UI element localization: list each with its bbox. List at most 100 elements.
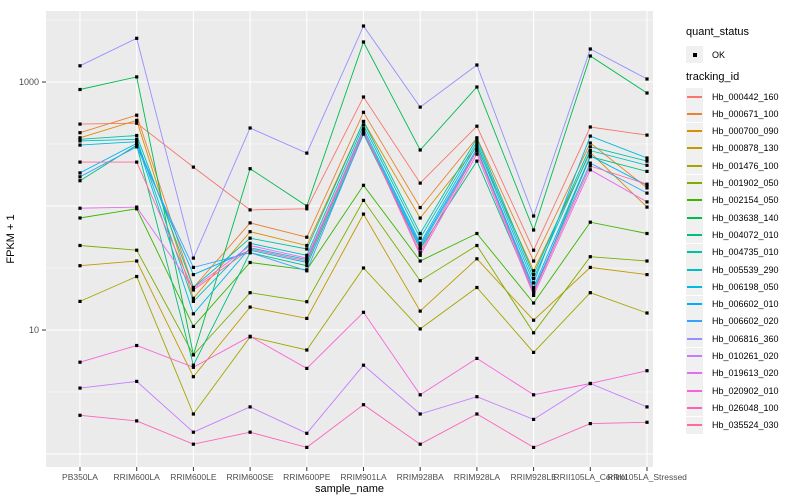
- series-color-line-icon: [687, 130, 702, 133]
- data-point: [588, 164, 592, 168]
- data-point: [475, 356, 479, 360]
- data-point: [532, 285, 536, 290]
- data-point: [645, 273, 649, 277]
- legend-label: Hb_004735_010: [712, 247, 779, 258]
- legend: quant_status OK tracking_id Hb_000442_16…: [686, 0, 800, 500]
- data-point: [78, 386, 82, 390]
- data-point: [248, 221, 252, 225]
- data-point: [248, 126, 252, 130]
- series-color-line-icon: [687, 95, 702, 98]
- legend-label: Hb_005539_290: [712, 264, 779, 275]
- data-point: [475, 63, 479, 67]
- data-point: [361, 363, 366, 367]
- legend-label: Hb_000671_100: [712, 108, 779, 119]
- data-point: [645, 311, 649, 315]
- data-point: [191, 273, 195, 277]
- legend-key-swatch: [686, 157, 703, 175]
- series-color-line-icon: [687, 424, 702, 427]
- data-point: [248, 291, 252, 295]
- x-tick-label: RRIM928LE: [510, 472, 557, 482]
- data-point: [418, 327, 422, 331]
- legend-item-Hb_006198_050: Hb_006198_050: [686, 278, 779, 296]
- data-point: [418, 216, 422, 220]
- data-point: [305, 253, 309, 257]
- legend-key-swatch: [686, 399, 703, 417]
- x-tick-label: RRIM600LA: [114, 472, 161, 482]
- data-point: [191, 375, 195, 379]
- data-point: [645, 159, 649, 163]
- data-point: [78, 160, 82, 164]
- legend-label: Hb_006198_050: [712, 281, 779, 292]
- x-tick-label: RRIM901LA: [340, 472, 387, 482]
- y-axis-title: FPKM + 1: [5, 214, 17, 263]
- data-point: [135, 379, 139, 383]
- data-point: [78, 137, 82, 141]
- data-point: [78, 122, 82, 126]
- x-tick-label: RRIM600SE: [226, 472, 274, 482]
- data-point: [645, 156, 649, 160]
- legend-title-tracking-id: tracking_id: [686, 71, 740, 83]
- data-point: [305, 204, 309, 208]
- data-point: [78, 264, 82, 268]
- legend-key-swatch: [686, 174, 703, 192]
- legend-item-Hb_006602_010: Hb_006602_010: [686, 295, 779, 313]
- data-point: [305, 445, 309, 449]
- data-point: [248, 208, 252, 212]
- data-point: [361, 110, 366, 114]
- data-point: [305, 207, 309, 211]
- series-color-line-icon: [687, 320, 702, 323]
- data-point: [588, 54, 592, 58]
- data-point: [475, 147, 479, 151]
- data-point: [191, 412, 195, 416]
- data-point: [191, 296, 195, 300]
- data-point: [475, 140, 479, 144]
- data-point: [135, 140, 139, 144]
- data-point: [588, 161, 592, 165]
- legend-key-swatch: [686, 382, 703, 400]
- y-axis-labels: 1000 10: [19, 77, 39, 335]
- data-point: [588, 422, 592, 426]
- data-point: [645, 169, 649, 173]
- data-point: [78, 360, 82, 364]
- legend-key-swatch: [686, 278, 703, 296]
- data-point: [475, 243, 479, 248]
- data-point: [588, 141, 592, 145]
- x-tick-label: RRIM600PE: [283, 472, 331, 482]
- data-point: [78, 87, 82, 92]
- data-point: [532, 288, 536, 292]
- legend-item-Hb_000671_100: Hb_000671_100: [686, 105, 779, 123]
- data-point: [418, 148, 422, 152]
- data-point: [78, 179, 82, 183]
- series-color-line-icon: [687, 303, 702, 306]
- data-point: [78, 64, 82, 68]
- data-point: [645, 163, 649, 167]
- data-point: [532, 350, 536, 354]
- data-point: [191, 256, 195, 260]
- legend-key-swatch: [686, 122, 703, 140]
- data-point: [191, 265, 195, 269]
- data-point: [645, 405, 649, 409]
- series-color-line-icon: [687, 216, 702, 219]
- legend-item-Hb_006816_360: Hb_006816_360: [686, 330, 779, 348]
- data-point: [418, 105, 422, 109]
- legend-key-swatch: [686, 105, 703, 123]
- data-point: [418, 412, 422, 416]
- legend-label: Hb_000442_160: [712, 91, 779, 102]
- data-point: [361, 131, 366, 135]
- legend-label: Hb_006602_010: [712, 299, 779, 310]
- data-point: [475, 159, 479, 163]
- legend-item-Hb_006602_020: Hb_006602_020: [686, 312, 779, 330]
- data-point: [475, 149, 479, 153]
- data-point: [135, 419, 139, 423]
- data-point: [135, 207, 139, 211]
- legend-key-swatch: [686, 139, 703, 157]
- legend-item-Hb_019613_020: Hb_019613_020: [686, 364, 779, 382]
- data-point: [418, 231, 422, 236]
- legend-item-Hb_035524_030: Hb_035524_030: [686, 416, 779, 434]
- data-point: [418, 241, 422, 245]
- legend-key-swatch: [686, 226, 703, 244]
- legend-label: Hb_026048_100: [712, 402, 779, 413]
- data-point: [78, 243, 82, 248]
- legend-title-quant-status: quant_status: [686, 26, 749, 38]
- data-point: [191, 312, 195, 316]
